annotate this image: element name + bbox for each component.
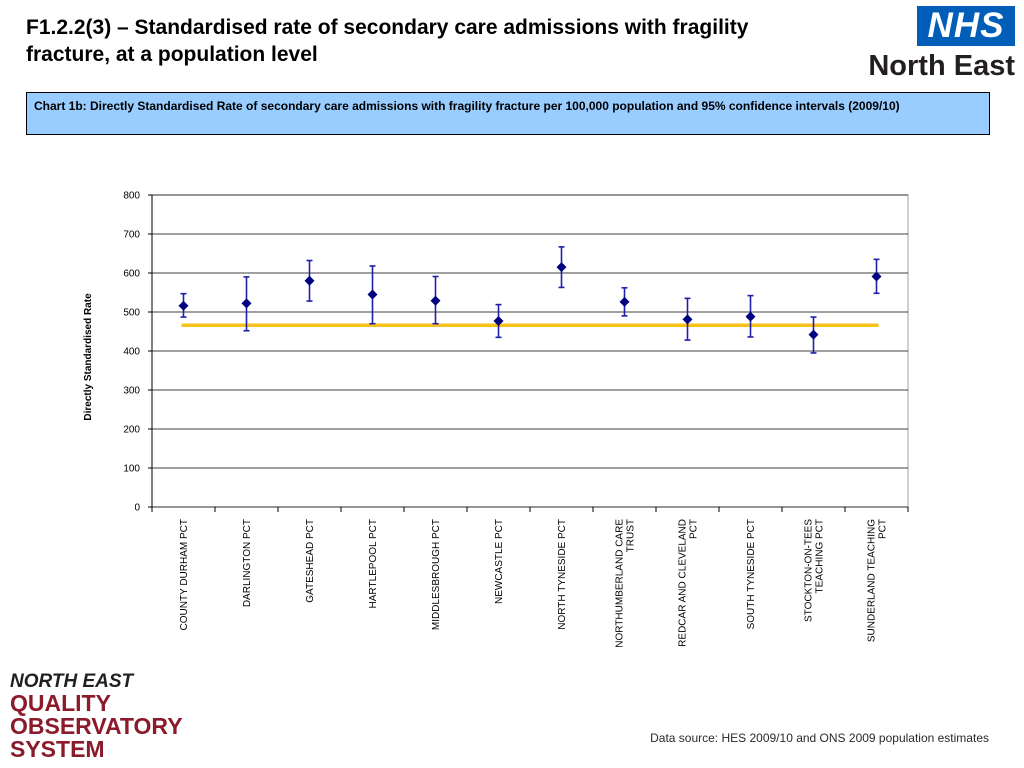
data-point	[682, 314, 693, 325]
qo-logo-line-3: OBSERVATORY	[10, 713, 183, 739]
x-category-label: MIDDLESBROUGH PCT	[431, 519, 442, 630]
data-point	[367, 289, 378, 300]
x-category-label: STOCKTON-ON-TEES	[804, 519, 815, 622]
x-category-label: REDCAR AND CLEVELAND	[678, 519, 689, 647]
x-category-label: TEACHING PCT	[815, 519, 826, 593]
qo-logo-line-4: SYSTEM	[10, 736, 105, 762]
x-category-label: NORTHUMBERLAND CARE	[615, 519, 626, 648]
data-point	[241, 298, 252, 309]
x-category-label: PCT	[878, 519, 889, 539]
x-category-label: PCT	[689, 519, 700, 539]
chart-caption: Chart 1b: Directly Standardised Rate of …	[26, 92, 990, 135]
data-point	[871, 271, 882, 282]
x-category-label: TRUST	[626, 519, 637, 552]
qo-logo-line-1: NORTH EAST	[10, 671, 134, 692]
y-tick-label: 200	[123, 425, 140, 436]
nhs-mark: NHS	[917, 6, 1015, 46]
data-point	[619, 296, 630, 307]
x-category-label: COUNTY DURHAM PCT	[179, 519, 190, 630]
y-tick-label: 800	[123, 191, 140, 202]
y-tick-label: 100	[123, 464, 140, 475]
page-title: F1.2.2(3) – Standardised rate of seconda…	[26, 16, 749, 66]
data-point	[304, 275, 315, 286]
data-point	[556, 262, 567, 273]
y-tick-label: 300	[123, 386, 140, 397]
data-point	[430, 295, 441, 306]
nhs-region-name: North East	[868, 50, 1015, 82]
x-category-label: NORTH TYNESIDE PCT	[557, 519, 568, 630]
data-source-note: Data source: HES 2009/10 and ONS 2009 po…	[650, 731, 989, 745]
x-category-label: SUNDERLAND TEACHING	[867, 519, 878, 642]
data-point	[745, 311, 756, 322]
data-point	[493, 315, 504, 326]
nhs-north-east-logo: NHS North East	[853, 6, 1015, 84]
north-east-quality-observatory-logo: NORTH EAST QUALITY OBSERVATORY SYSTEM	[10, 672, 183, 761]
y-tick-label: 600	[123, 269, 140, 280]
data-point	[178, 300, 189, 311]
y-tick-label: 0	[134, 503, 140, 514]
x-category-label: DARLINGTON PCT	[242, 519, 253, 607]
qo-logo-line-2: QUALITY	[10, 690, 111, 716]
dsr-chart: 0 100 200 300 400 500 600 700 800 Directly Standa…	[83, 191, 909, 648]
y-tick-label: 700	[123, 230, 140, 241]
data-point	[808, 329, 819, 340]
x-category-label: HARTLEPOOL PCT	[368, 519, 379, 608]
y-axis-title: Directly Standardised Rate	[83, 293, 94, 421]
x-category-label: NEWCASTLE PCT	[494, 519, 505, 604]
y-tick-label: 400	[123, 347, 140, 358]
x-category-label: GATESHEAD PCT	[305, 519, 316, 603]
y-tick-label: 500	[123, 308, 140, 319]
x-category-label: SOUTH TYNESIDE PCT	[746, 519, 757, 629]
